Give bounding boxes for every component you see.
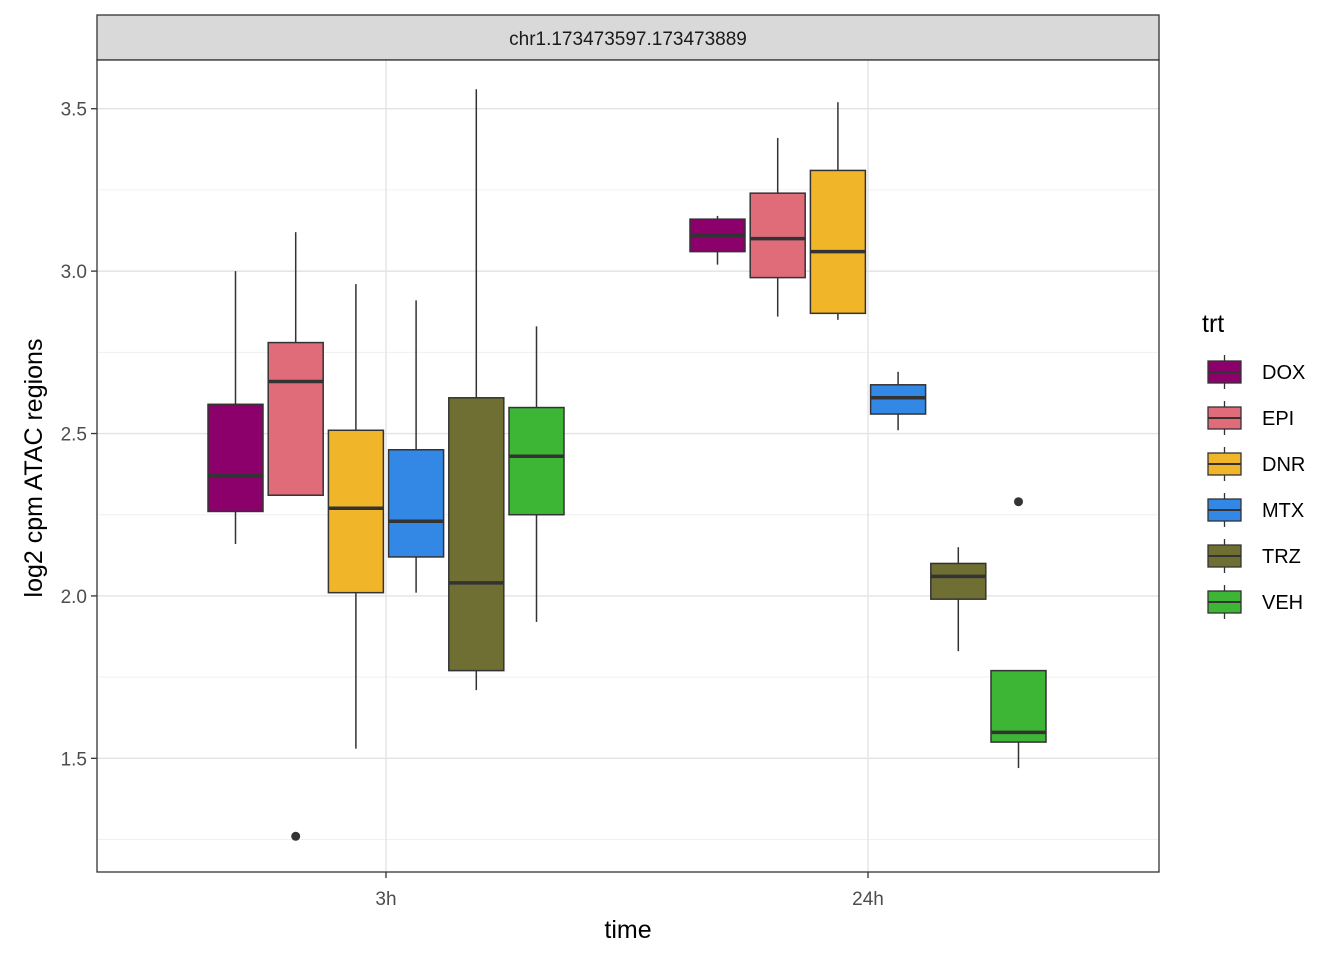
box-iqr <box>930 562 987 600</box>
legend-label: EPI <box>1262 408 1294 430</box>
box-dnr-3h <box>327 284 385 749</box>
legend-item-veh: VEH <box>1207 585 1303 619</box>
box-iqr <box>387 449 445 558</box>
box-iqr <box>267 341 324 496</box>
box-iqr <box>448 397 505 672</box>
box-dox-3h <box>207 271 264 544</box>
y-tick-label: 3.0 <box>61 262 87 283</box>
plot-panel-border <box>96 59 1160 873</box>
outlier-point <box>1014 497 1023 507</box>
legend-label: DOX <box>1262 362 1305 384</box>
box-iqr <box>207 403 264 513</box>
box-iqr <box>327 429 385 594</box>
box-iqr <box>809 169 867 315</box>
box-mtx-3h <box>387 300 445 593</box>
x-tick-label: 3h <box>375 889 396 910</box>
legend-label: DNR <box>1262 454 1305 476</box>
axes-group: 1.5 2.0 2.5 3.0 3.5 3h 24h <box>61 100 884 910</box>
box-iqr <box>749 192 806 279</box>
y-tick-label: 2.0 <box>61 587 87 608</box>
box-trz-3h <box>448 89 505 691</box>
legend-title: trt <box>1202 310 1224 338</box>
box-dnr-24h <box>809 102 867 320</box>
box-iqr <box>990 669 1047 743</box>
box-veh-3h <box>508 326 565 622</box>
facet-strip-label: chr1.173473597.173473889 <box>509 29 747 50</box>
legend-item-dnr: DNR <box>1207 447 1305 481</box>
box-series-group <box>207 89 1047 841</box>
box-epi-3h <box>267 232 324 841</box>
x-axis-title: time <box>604 916 651 944</box>
y-tick-label: 1.5 <box>61 749 87 770</box>
box-veh-24h <box>990 497 1047 769</box>
box-iqr <box>508 406 565 516</box>
legend-label: VEH <box>1262 592 1303 614</box>
legend-label: TRZ <box>1262 546 1301 568</box>
y-tick-label: 3.5 <box>61 100 87 121</box>
y-tick-label: 2.5 <box>61 425 87 446</box>
box-trz-24h <box>930 547 987 652</box>
legend-label: MTX <box>1262 500 1304 522</box>
x-tick-label: 24h <box>852 889 884 910</box>
box-epi-24h <box>749 137 806 317</box>
legend-item-dox: DOX <box>1207 355 1305 389</box>
legend: trt DOX EPI DNR MTX TRZ VEH <box>1202 310 1305 619</box>
outlier-point <box>291 831 301 841</box>
y-axis-title: log2 cpm ATAC regions <box>20 339 48 598</box>
legend-item-trz: TRZ <box>1207 539 1301 573</box>
legend-item-mtx: MTX <box>1207 493 1304 527</box>
facet-strip <box>96 14 1160 61</box>
box-mtx-24h <box>869 371 927 431</box>
legend-item-epi: EPI <box>1207 401 1294 435</box>
box-dox-24h <box>689 215 746 265</box>
